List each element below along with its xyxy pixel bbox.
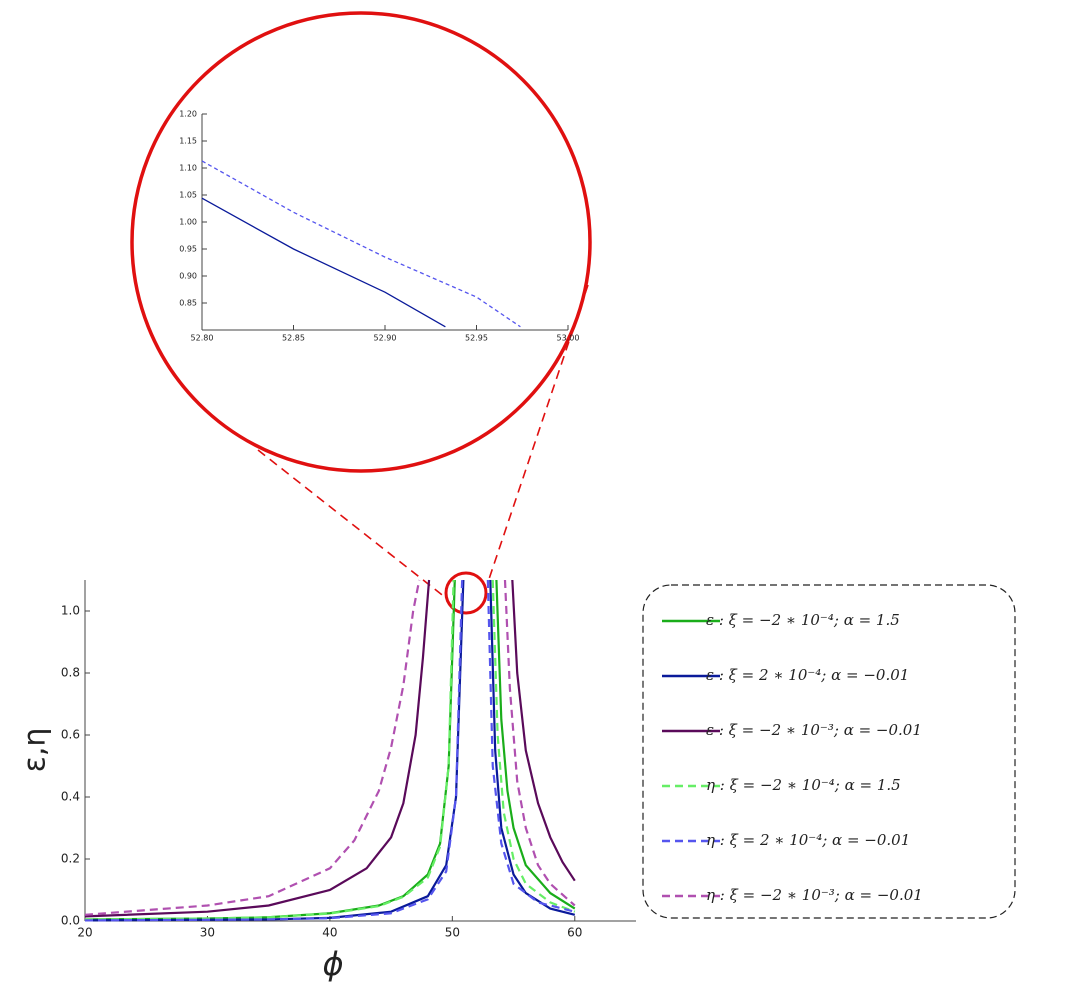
y-tick-label: 1.20 (179, 110, 197, 119)
x-tick-label: 30 (200, 926, 215, 940)
legend-label: η : ξ = 2 ∗ 10⁻⁴; α = −0.01 (706, 831, 910, 849)
y-tick-label: 0.6 (61, 728, 80, 742)
zoom-connector (257, 449, 447, 599)
legend-label: ε : ξ = 2 ∗ 10⁻⁴; α = −0.01 (706, 666, 909, 684)
series-line (84, 579, 576, 922)
zoom-marker (444, 571, 488, 615)
y-tick-label: 0.90 (179, 272, 197, 281)
series-line (84, 579, 576, 916)
legend-label: η : ξ = −2 ∗ 10⁻⁴; α = 1.5 (706, 776, 901, 794)
y-tick-label: 0.4 (61, 790, 80, 804)
y-tick-label: 0.0 (61, 914, 80, 928)
x-tick-label: 52.80 (191, 334, 214, 343)
x-tick-label: 60 (567, 926, 582, 940)
series-line (201, 160, 521, 328)
x-tick-label: 50 (445, 926, 460, 940)
x-tick-label: 53.00 (557, 334, 580, 343)
x-tick-label: 52.90 (374, 334, 397, 343)
y-tick-label: 0.8 (61, 666, 80, 680)
y-tick-label: 1.15 (179, 137, 197, 146)
legend-label: ε : ξ = −2 ∗ 10⁻³; α = −0.01 (706, 721, 922, 739)
x-tick-label: 52.85 (282, 334, 305, 343)
series-line (84, 579, 576, 921)
y-axis-label: ε,η (18, 728, 53, 773)
legend-box (642, 584, 1016, 919)
y-tick-label: 1.10 (179, 164, 197, 173)
legend-label: η : ξ = −2 ∗ 10⁻³; α = −0.01 (706, 886, 923, 904)
zoom-circle (130, 11, 592, 473)
x-tick-label: 20 (77, 926, 92, 940)
x-axis-label: ϕ (322, 945, 343, 983)
y-tick-label: 1.00 (179, 218, 197, 227)
series-line (84, 579, 576, 921)
y-tick-label: 1.0 (61, 604, 80, 618)
series-line (201, 197, 446, 328)
y-tick-label: 0.85 (179, 299, 197, 308)
zoom-connector (487, 284, 589, 583)
x-tick-label: 40 (322, 926, 337, 940)
series-line (84, 579, 576, 918)
y-tick-label: 0.2 (61, 852, 80, 866)
y-tick-label: 0.95 (179, 245, 197, 254)
y-tick-label: 1.05 (179, 191, 197, 200)
legend-label: ε : ξ = −2 ∗ 10⁻⁴; α = 1.5 (706, 611, 900, 629)
x-tick-label: 52.95 (465, 334, 488, 343)
